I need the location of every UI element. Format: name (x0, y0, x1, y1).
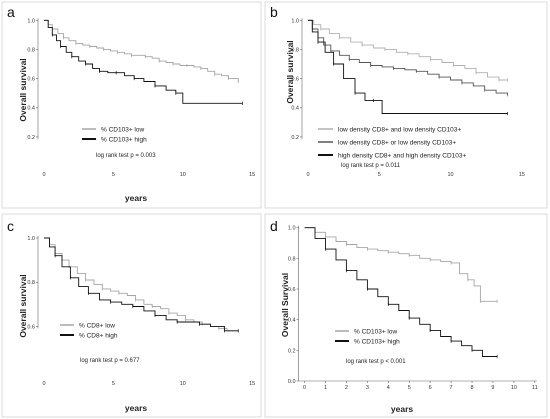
x-tick-label: 9 (491, 385, 494, 391)
x-tick-label: 10 (180, 172, 186, 178)
panel-label-d: d (270, 218, 278, 234)
legend-label: % CD8+ high (79, 332, 118, 339)
survival-curve-c-2 (44, 237, 239, 332)
y-tick-label: 0.2 (291, 135, 299, 141)
x-tick-label: 4 (387, 385, 390, 391)
survival-curve-a-2 (44, 19, 243, 104)
legend-b: low density CD8+ and low density CD103+ l… (318, 126, 466, 159)
x-tick-label: 0 (306, 172, 309, 178)
panel-label-b: b (270, 4, 278, 20)
x-tick-label: 5 (112, 172, 115, 178)
x-tick-label: 0 (42, 381, 45, 387)
x-tick-label: 15 (249, 172, 255, 178)
legend-label: % CD8+ low (79, 322, 115, 329)
x-axis-title-a: years (125, 193, 147, 203)
y-axis-title-a: Overall survival (18, 58, 28, 121)
panel-a: a Overall survival years log rank test p… (1, 1, 262, 209)
x-tick-label: 0 (42, 172, 45, 178)
x-tick-label: 6 (429, 385, 432, 391)
y-tick-label: 0.6 (288, 287, 296, 293)
y-tick-label: 0.4 (291, 106, 299, 112)
y-axis-title-c: Overall survival (18, 274, 28, 337)
x-axis-title-d: years (391, 404, 413, 414)
x-axis-title-c: years (125, 403, 147, 413)
panel-c: c Overall survival years log rank test p… (1, 213, 262, 418)
annotation-d: log rank test p < 0.001 (346, 359, 406, 365)
x-tick-label: 3 (366, 385, 369, 391)
annotation-b: log rank test p = 0.011 (341, 163, 401, 169)
x-tick-label: 7 (450, 385, 453, 391)
x-tick-label: 5 (112, 381, 115, 387)
y-tick-label: 0.8 (288, 256, 296, 262)
survival-curve-d-2 (304, 227, 498, 357)
annotation-a: log rank test p = 0.003 (96, 153, 156, 159)
x-tick-label: 10 (180, 381, 186, 387)
y-tick-label: 0.0 (288, 379, 296, 385)
legend-label: % CD103+ high (101, 136, 147, 143)
y-axis-title-b: Overall survival (285, 40, 295, 103)
x-tick-label: 2 (345, 385, 348, 391)
y-tick-label: 0.8 (27, 47, 35, 53)
panel-d: d Overall Survival years log rank test p… (264, 213, 548, 418)
y-tick-label: 1.0 (27, 18, 35, 24)
x-tick-label: 0 (303, 385, 306, 391)
x-tick-label: 11 (532, 385, 538, 391)
y-tick-label: 1.0 (291, 18, 299, 24)
legend-label: low density CD8+ and low density CD103+ (338, 126, 461, 133)
legend-a: % CD103+ low % CD103+ high (82, 126, 147, 143)
annotation-c: log rank test p = 0.677 (80, 358, 140, 364)
x-tick-label: 5 (378, 172, 381, 178)
x-tick-label: 15 (519, 172, 525, 178)
survival-curve-d-1 (304, 227, 498, 302)
y-axis-title-d: Overall Survival (280, 273, 290, 337)
y-tick-label: 0.2 (288, 348, 296, 354)
x-tick-label: 10 (511, 385, 517, 391)
y-tick-label: 1.0 (288, 226, 296, 232)
legend-label: high density CD8+ and high density CD103… (338, 152, 466, 159)
x-tick-label: 15 (249, 381, 255, 387)
x-tick-label: 10 (447, 172, 453, 178)
legend-label: % CD103+ low (101, 126, 144, 133)
y-tick-label: 0.8 (291, 47, 299, 53)
y-tick-label: 0.6 (291, 77, 299, 83)
y-tick-label: 0.6 (27, 77, 35, 83)
panel-label-a: a (7, 4, 15, 20)
y-tick-label: 0.6 (27, 324, 35, 330)
legend-label: low density CD8+ or low density CD103+ (338, 139, 456, 146)
legend-label: % CD103+ low (354, 328, 397, 335)
x-tick-label: 1 (324, 385, 327, 391)
y-tick-label: 0.8 (27, 280, 35, 286)
x-tick-label: 5 (408, 385, 411, 391)
legend-c: % CD8+ low % CD8+ high (60, 322, 118, 339)
y-tick-label: 1.0 (27, 236, 35, 242)
x-tick-label: 8 (470, 385, 473, 391)
y-tick-label: 0.4 (27, 106, 35, 112)
legend-label: % CD103+ high (354, 338, 400, 345)
survival-curve-b-1 (308, 19, 508, 81)
panel-b: b Overall survival log rank test p = 0.0… (264, 1, 548, 209)
y-tick-label: 0.4 (288, 318, 296, 324)
y-tick-label: 0.2 (27, 135, 35, 141)
panel-label-c: c (7, 218, 14, 234)
legend-d: % CD103+ low % CD103+ high (335, 328, 400, 345)
